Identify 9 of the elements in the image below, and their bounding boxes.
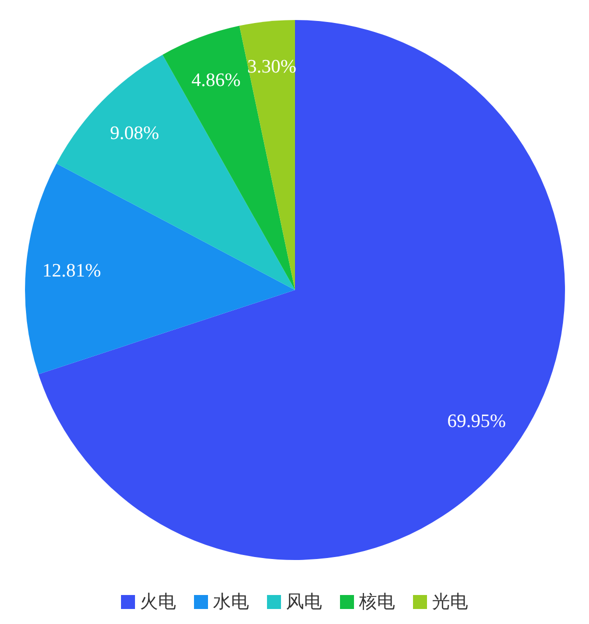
data-label: 4.86% bbox=[192, 70, 241, 91]
data-label: 12.81% bbox=[42, 260, 102, 282]
legend-label: 核电 bbox=[358, 592, 395, 612]
data-label: 69.95% bbox=[447, 410, 506, 432]
legend-label: 火电 bbox=[140, 592, 176, 612]
legend-label: 光电 bbox=[432, 592, 468, 612]
legend-label: 风电 bbox=[286, 592, 322, 612]
legend-label: 水电 bbox=[213, 592, 249, 612]
data-label: 9.08% bbox=[110, 123, 160, 144]
